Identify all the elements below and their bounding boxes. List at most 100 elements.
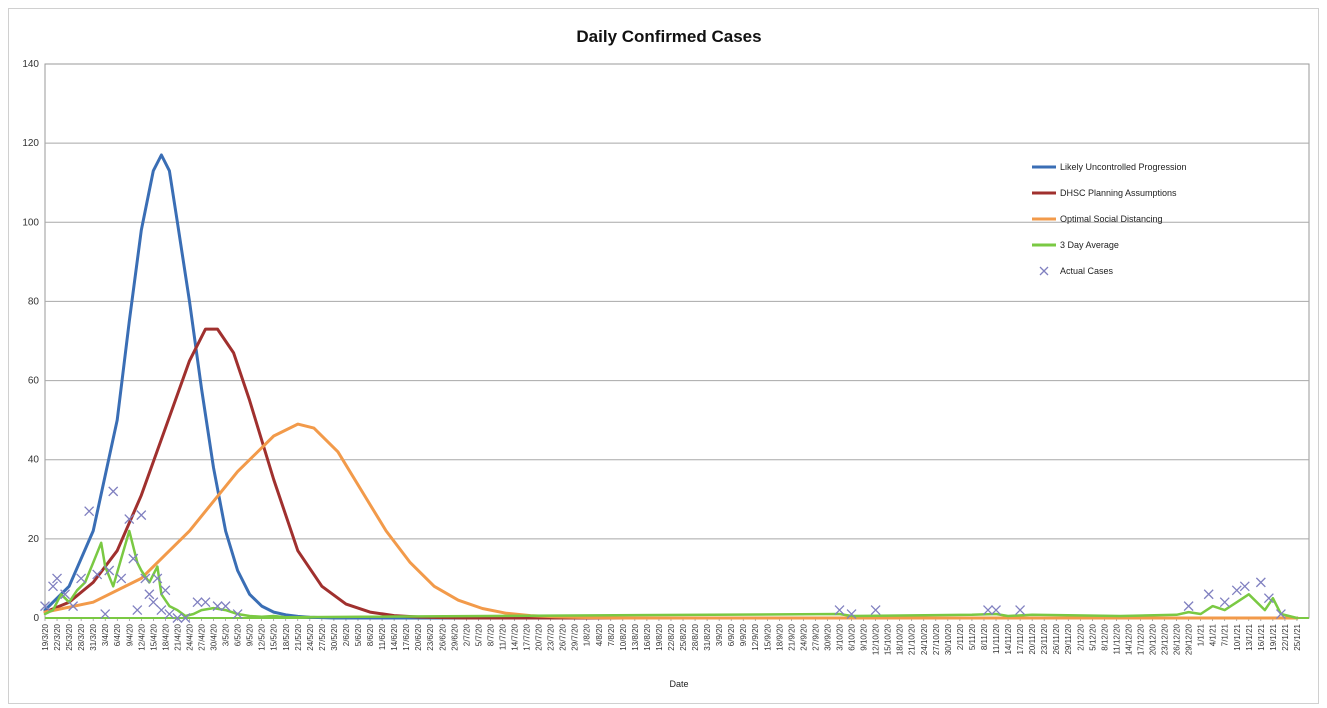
data-point-marker bbox=[48, 581, 58, 592]
legend-entry: DHSC Planning Assumptions bbox=[1060, 188, 1177, 198]
x-tick-label: 28/8/20 bbox=[691, 623, 700, 650]
x-tick-label: 14/11/20 bbox=[1004, 623, 1013, 654]
x-tick-label: 18/10/20 bbox=[896, 623, 905, 655]
y-tick-label: 0 bbox=[33, 613, 39, 624]
x-tick-label: 21/5/20 bbox=[294, 623, 303, 650]
x-tick-label: 17/12/20 bbox=[1136, 623, 1145, 655]
x-tick-label: 24/4/20 bbox=[185, 623, 194, 650]
x-tick-label: 15/5/20 bbox=[270, 623, 279, 650]
x-tick-label: 31/8/20 bbox=[703, 623, 712, 650]
plot-area bbox=[40, 153, 1309, 623]
x-tick-label: 15/9/20 bbox=[763, 623, 772, 650]
x-tick-label: 30/10/20 bbox=[944, 623, 953, 655]
x-tick-label: 29/12/20 bbox=[1185, 623, 1194, 655]
x-tick-label: 19/8/20 bbox=[655, 623, 664, 650]
data-point-marker bbox=[160, 585, 171, 596]
x-tick-label: 24/10/20 bbox=[920, 623, 929, 655]
y-tick-label: 80 bbox=[28, 296, 40, 307]
x-tick-label: 8/7/20 bbox=[486, 623, 495, 646]
x-tick-label: 6/10/20 bbox=[848, 623, 857, 650]
series-line-3 bbox=[43, 529, 1299, 620]
data-point-marker bbox=[1263, 593, 1274, 604]
x-tick-label: 23/12/20 bbox=[1161, 623, 1170, 655]
data-point-marker bbox=[180, 613, 191, 623]
x-tick-label: 22/8/20 bbox=[667, 623, 676, 650]
data-point-marker bbox=[200, 597, 211, 608]
x-tick-label: 2/6/20 bbox=[342, 623, 351, 646]
x-tick-label: 20/6/20 bbox=[414, 623, 423, 650]
x-tick-label: 5/12/20 bbox=[1088, 623, 1097, 650]
data-point-marker bbox=[40, 601, 50, 612]
x-tick-label: 25/1/21 bbox=[1293, 623, 1302, 650]
data-point-marker bbox=[164, 609, 175, 620]
x-tick-label: 1/8/20 bbox=[583, 623, 592, 646]
x-tick-label: 19/3/20 bbox=[41, 623, 50, 650]
data-point-marker bbox=[84, 506, 95, 517]
x-tick-label: 4/8/20 bbox=[595, 623, 604, 646]
x-tick-label: 15/10/20 bbox=[884, 623, 893, 655]
x-tick-label: 14/12/20 bbox=[1124, 623, 1133, 655]
x-tick-label: 3/5/20 bbox=[222, 623, 231, 646]
series-line-0 bbox=[43, 153, 1299, 620]
x-tick-label: 3/4/20 bbox=[101, 623, 110, 646]
x-tick-label: 2/12/20 bbox=[1076, 623, 1085, 650]
x-tick-label: 27/9/20 bbox=[811, 623, 820, 650]
x-tick-label: 1/1/21 bbox=[1197, 623, 1206, 646]
x-tick-label: 17/11/20 bbox=[1016, 623, 1025, 654]
x-tick-label: 26/7/20 bbox=[559, 623, 568, 650]
x-tick-label: 6/4/20 bbox=[113, 623, 122, 646]
x-tick-label: 18/5/20 bbox=[282, 623, 291, 650]
data-point-marker bbox=[1275, 609, 1286, 620]
data-point-marker bbox=[100, 609, 111, 620]
x-tick-label: 12/4/20 bbox=[137, 623, 146, 650]
data-point-marker bbox=[1203, 589, 1214, 600]
data-point-marker bbox=[148, 597, 159, 608]
x-tick-label: 9/5/20 bbox=[246, 623, 255, 646]
x-tick-label: 23/11/20 bbox=[1040, 623, 1049, 654]
legend-entry: Likely Uncontrolled Progression bbox=[1060, 162, 1187, 172]
x-tick-label: 18/4/20 bbox=[161, 623, 170, 650]
x-tick-label: 5/7/20 bbox=[474, 623, 483, 646]
legend-entry: Optimal Social Distancing bbox=[1060, 214, 1163, 224]
data-point-marker bbox=[172, 613, 183, 623]
x-tick-label: 21/4/20 bbox=[173, 623, 182, 650]
x-tick-label: 2/11/20 bbox=[956, 623, 965, 650]
x-tick-label: 24/9/20 bbox=[799, 623, 808, 650]
x-tick-label: 22/1/21 bbox=[1281, 623, 1290, 650]
data-point-marker bbox=[156, 605, 167, 616]
legend-swatch bbox=[1039, 266, 1049, 276]
data-point-marker bbox=[834, 605, 845, 616]
data-point-marker bbox=[116, 573, 127, 584]
x-tick-label: 11/7/20 bbox=[498, 623, 507, 650]
x-axis-ticks: 19/3/20 22/3/20 25/3/20 28/3/20 31/3/20 3/4/2… bbox=[41, 618, 1302, 655]
x-tick-label: 22/3/20 bbox=[53, 623, 62, 650]
x-tick-label: 5/6/20 bbox=[354, 623, 363, 646]
data-point-marker bbox=[991, 605, 1001, 616]
x-tick-label: 16/1/21 bbox=[1257, 623, 1266, 650]
x-tick-label: 20/7/20 bbox=[535, 623, 544, 650]
x-tick-label: 15/4/20 bbox=[149, 623, 158, 650]
x-tick-label: 8/11/20 bbox=[980, 623, 989, 650]
data-point-marker bbox=[104, 565, 115, 576]
gridlines bbox=[44, 63, 1310, 619]
x-tick-label: 29/11/20 bbox=[1064, 623, 1073, 654]
data-point-marker bbox=[136, 510, 147, 521]
x-tick-label: 23/6/20 bbox=[426, 623, 435, 650]
data-point-marker bbox=[152, 573, 163, 584]
x-tick-label: 21/9/20 bbox=[787, 623, 796, 650]
data-point-marker bbox=[144, 589, 155, 600]
data-point-marker bbox=[76, 573, 87, 584]
x-tick-label: 4/1/21 bbox=[1209, 623, 1218, 646]
x-tick-label: 2/7/20 bbox=[462, 623, 471, 646]
chart-title: Daily Confirmed Cases bbox=[576, 27, 761, 46]
x-tick-label: 13/1/21 bbox=[1245, 623, 1254, 650]
x-tick-label: 29/7/20 bbox=[571, 623, 580, 650]
x-tick-label: 30/4/20 bbox=[210, 623, 219, 650]
data-point-marker bbox=[128, 553, 139, 564]
legend: Likely Uncontrolled Progression DHSC Plan… bbox=[1032, 162, 1187, 276]
data-point-marker bbox=[124, 514, 135, 525]
series-line-2 bbox=[43, 422, 1299, 620]
data-point-marker bbox=[52, 573, 62, 584]
x-tick-label: 14/7/20 bbox=[510, 623, 519, 650]
x-axis-label: Date bbox=[669, 679, 688, 689]
